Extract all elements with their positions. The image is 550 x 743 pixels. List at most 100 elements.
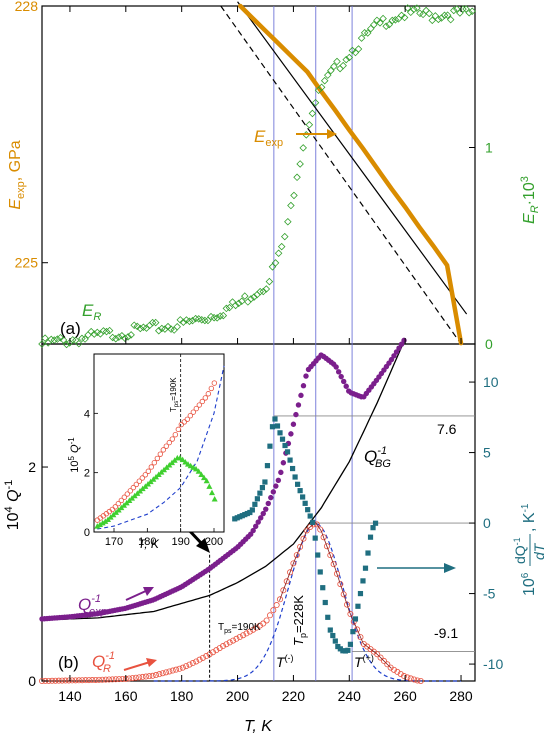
inset-x-tick-label: 180	[138, 536, 156, 548]
qr-point	[283, 578, 290, 585]
inset-measured-point	[169, 436, 176, 442]
qr-point	[52, 677, 59, 684]
er-point	[425, 9, 433, 18]
qr-point	[72, 677, 79, 684]
derivative-point	[360, 578, 366, 584]
eexp-series-line	[238, 3, 464, 346]
er-point	[391, 16, 400, 24]
qexp-point	[333, 364, 339, 370]
qr-point	[357, 634, 364, 641]
qr-point	[166, 668, 173, 675]
eexp-arrow	[296, 129, 337, 139]
qexp-point	[396, 345, 402, 351]
er-point	[330, 62, 338, 71]
inset-measured-point	[145, 468, 152, 474]
qr-point	[230, 637, 237, 644]
qr-point	[226, 639, 233, 646]
er-point	[102, 327, 111, 336]
er-point	[284, 218, 292, 226]
qr-point	[163, 669, 170, 676]
qexp-point	[391, 353, 397, 359]
qr-point	[186, 661, 193, 668]
qr-point	[411, 676, 418, 683]
er-point	[342, 55, 350, 64]
er-point	[244, 298, 252, 306]
panel-b-left-title: 104 Q-1	[3, 480, 22, 531]
inset-measured-point	[130, 484, 137, 491]
qr-point	[149, 672, 156, 679]
qr-point	[273, 602, 280, 609]
qr-point	[85, 677, 92, 684]
er-point	[268, 263, 277, 271]
qexp-point	[343, 383, 349, 389]
er-point	[127, 331, 135, 339]
er-point	[437, 14, 446, 22]
er-point	[287, 201, 295, 210]
panel-b-plot	[39, 337, 461, 685]
er-point	[434, 15, 443, 24]
er-point	[118, 331, 126, 340]
derivative-point	[259, 484, 266, 491]
er-point	[225, 303, 234, 312]
er-point	[320, 76, 329, 85]
qr-point	[287, 569, 294, 576]
inset-measured-point	[175, 426, 182, 433]
qexp-label: Q-1 exp	[78, 593, 107, 618]
panel-b-right-title: 106 dQ-1 dT , K-1	[512, 503, 547, 596]
qr-point	[59, 677, 66, 684]
inset-resolved-point	[211, 495, 218, 502]
qr-arrow	[123, 658, 157, 671]
inset-measured-point	[136, 478, 143, 484]
qexp-point	[260, 510, 266, 517]
qr-point	[176, 665, 183, 672]
qexp-point	[280, 460, 287, 466]
qr-point	[106, 676, 113, 683]
er-point	[262, 285, 271, 293]
er-point	[213, 314, 221, 322]
inset-measured-point	[127, 488, 134, 494]
inset-y-title: 105 Q-1	[67, 437, 81, 473]
qr-point	[390, 666, 397, 673]
er-point	[373, 16, 381, 25]
qr-point	[333, 570, 340, 577]
derivative-point	[305, 507, 311, 513]
derivative-point	[372, 520, 379, 526]
er-point	[142, 324, 151, 332]
inset-frame	[93, 353, 225, 533]
qr-point	[79, 677, 86, 684]
qexp-point	[278, 469, 284, 476]
er-point	[151, 318, 160, 327]
er-point	[185, 317, 194, 326]
qr-point	[300, 535, 307, 542]
panel-a-right-title: ER·103	[519, 176, 541, 224]
x-tick-label: 280	[449, 688, 473, 704]
qr-point	[233, 635, 240, 642]
qr-point	[109, 676, 116, 683]
er-point	[311, 98, 320, 107]
derivative-point	[262, 479, 268, 485]
er-point	[179, 318, 188, 326]
qr-point	[236, 634, 243, 641]
qexp-point	[288, 431, 294, 437]
inset-measured-point	[196, 402, 203, 408]
qr-point	[173, 666, 180, 673]
qr-point	[253, 624, 260, 631]
qr-point	[270, 607, 277, 614]
inset-axes: 170 180 190 200 0 2 4	[84, 408, 223, 548]
er-point	[59, 336, 68, 344]
qr-point	[417, 678, 424, 685]
er-point	[161, 325, 169, 333]
qr-point	[196, 656, 203, 663]
e-reference-line	[237, 1, 468, 315]
qexp-point	[393, 349, 400, 355]
qr-point	[243, 630, 250, 637]
qr-point	[380, 657, 387, 664]
qr-point	[303, 527, 310, 534]
t-minus-label: T(-)	[276, 653, 294, 670]
qexp-point	[290, 421, 297, 427]
qexp-point	[303, 373, 309, 379]
qexp-point	[270, 489, 277, 495]
er-point	[468, 7, 476, 16]
er-point	[333, 57, 341, 66]
er-point	[139, 323, 148, 332]
